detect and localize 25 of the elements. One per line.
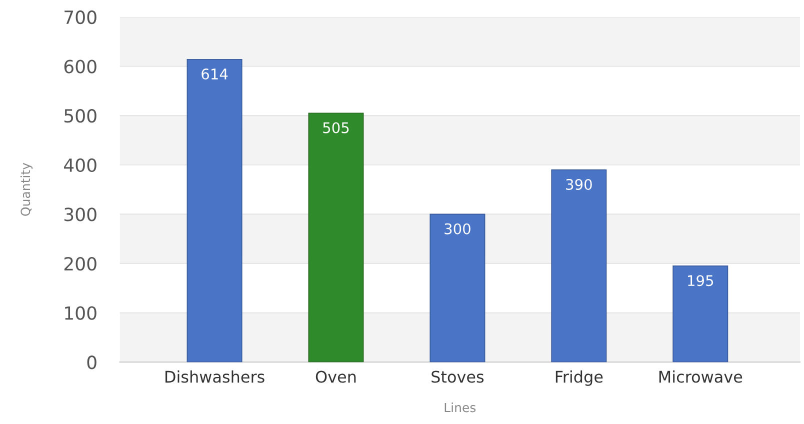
y-tick-label: 600 xyxy=(64,60,96,74)
bar xyxy=(308,112,364,362)
bar xyxy=(430,214,486,362)
y-tick-label: 400 xyxy=(64,158,96,172)
bar xyxy=(672,266,728,362)
y-tick-label: 0 xyxy=(87,356,96,370)
y-tick-label: 300 xyxy=(64,208,96,222)
x-axis-title: Lines xyxy=(444,402,476,412)
bar xyxy=(551,169,607,362)
y-tick-label: 500 xyxy=(64,109,96,123)
y-tick-label: 700 xyxy=(64,10,96,24)
x-tick-label: Oven xyxy=(316,370,356,383)
x-tick-label: Dishwashers xyxy=(166,370,264,383)
data-label: 390 xyxy=(566,178,592,190)
data-label: 300 xyxy=(444,223,470,234)
bar xyxy=(186,58,242,362)
x-tick-label: Stoves xyxy=(432,370,484,383)
y-axis-title: Quantity xyxy=(20,162,33,216)
y-tick-label: 200 xyxy=(64,256,96,271)
y-tick-label: 100 xyxy=(65,306,96,320)
x-tick-label: Microwave xyxy=(659,370,742,383)
data-label: 195 xyxy=(688,275,714,286)
x-tick-label: Fridge xyxy=(556,370,603,386)
data-label: 614 xyxy=(202,68,228,80)
data-label: 505 xyxy=(323,122,349,134)
